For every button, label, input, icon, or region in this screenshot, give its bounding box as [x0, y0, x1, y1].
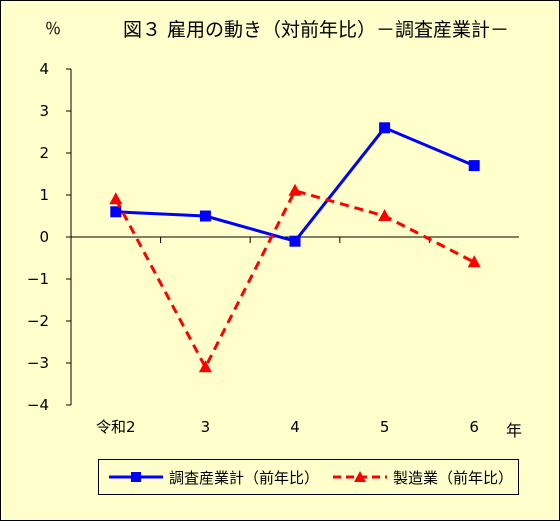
data-point-0-1 — [199, 210, 211, 222]
y-tick-label: −3 — [27, 354, 49, 372]
series-layer — [109, 122, 481, 373]
data-point-0-0 — [110, 206, 122, 218]
data-point-1-0 — [109, 192, 123, 205]
legend-label-total: 調査産業計（前年比） — [169, 468, 320, 487]
y-tick-label: 0 — [39, 228, 49, 246]
x-tick-label: 4 — [290, 418, 300, 436]
x-tick-label: 5 — [380, 418, 390, 436]
data-point-1-3 — [378, 209, 392, 221]
y-tick-label: 4 — [39, 60, 49, 78]
y-axis-ticks: 4 3 2 1 0 −1 −2 −3 −4 — [27, 60, 71, 414]
legend-swatch-total — [109, 472, 163, 482]
x-tick-label: 令和2 — [96, 418, 136, 436]
x-tick-label: 6 — [469, 418, 479, 436]
legend-item-manufacturing: 製造業（前年比） — [331, 460, 513, 494]
data-point-1-2 — [288, 183, 302, 196]
data-point-0-2 — [289, 235, 301, 247]
data-point-0-4 — [468, 160, 480, 172]
y-tick-label: 2 — [39, 144, 49, 162]
legend-swatch-manufacturing — [333, 471, 387, 482]
legend: 調査産業計（前年比） 製造業（前年比） — [98, 459, 519, 495]
series-1 — [109, 183, 481, 373]
y-tick-label: −2 — [27, 312, 49, 330]
data-point-1-1 — [198, 360, 212, 373]
y-axis-unit-label: ％ — [45, 19, 62, 38]
y-tick-label: 1 — [39, 186, 49, 204]
chart-title: 図３ 雇用の動き（対前年比）－調査産業計－ — [122, 19, 510, 41]
x-tick-label: 3 — [201, 418, 211, 436]
x-axis-unit-label: 年 — [506, 421, 523, 440]
y-tick-label: −1 — [27, 270, 49, 288]
legend-label-manufacturing: 製造業（前年比） — [393, 468, 514, 487]
y-tick-label: −4 — [27, 396, 49, 414]
legend-item-total: 調査産業計（前年比） — [107, 460, 319, 494]
y-tick-label: 3 — [39, 102, 49, 120]
series-0 — [110, 122, 480, 247]
data-point-1-4 — [467, 255, 481, 268]
data-point-0-3 — [379, 122, 391, 134]
series-line-1 — [114, 189, 475, 369]
